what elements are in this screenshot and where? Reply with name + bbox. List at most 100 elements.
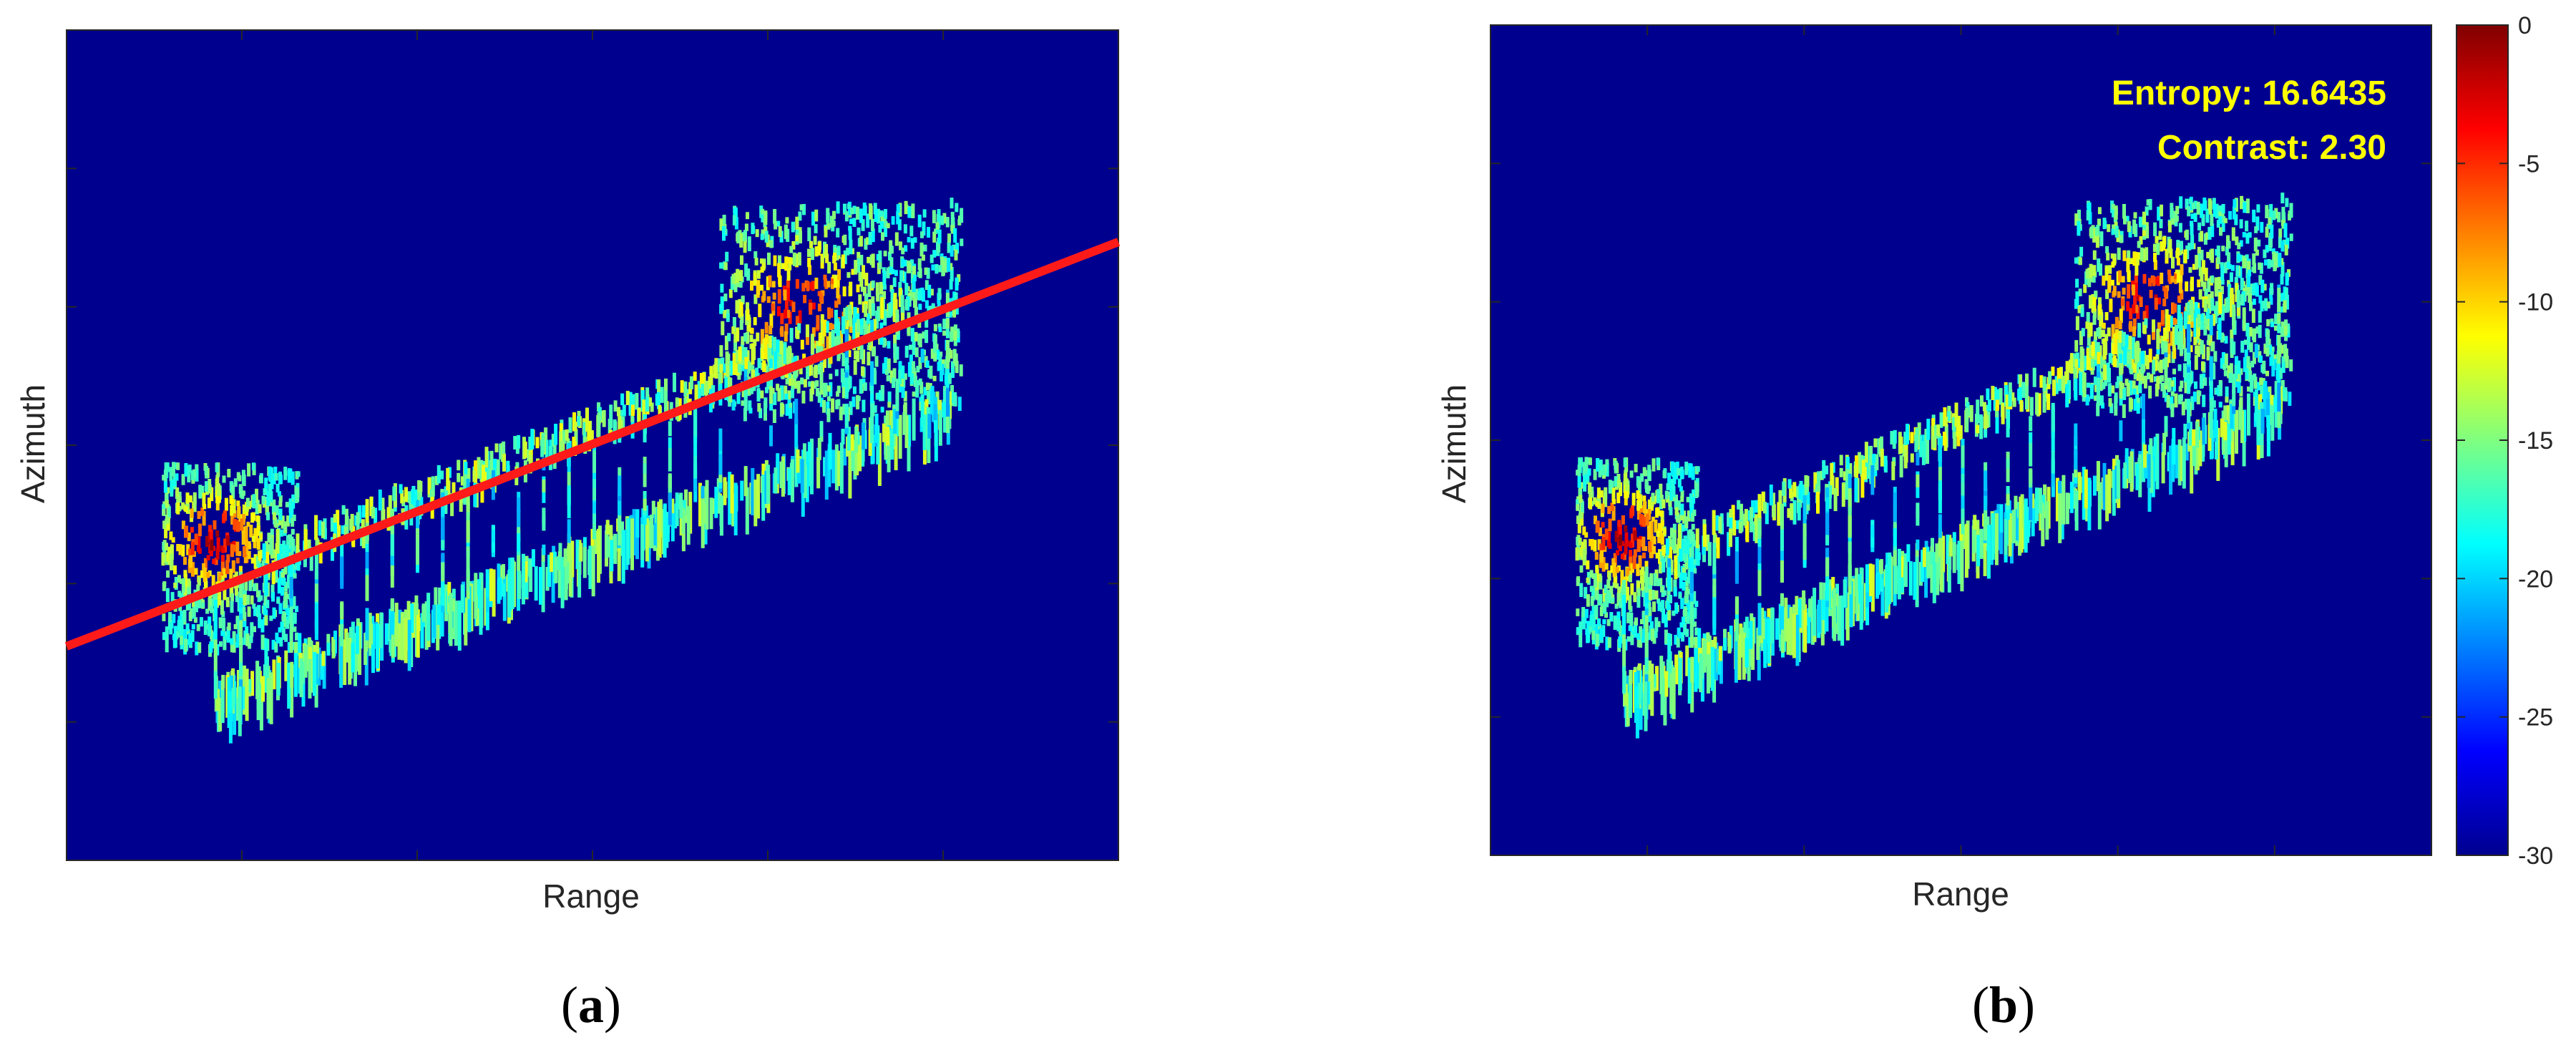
panel-b-pixel — [2086, 312, 2090, 327]
panel-a-pixel — [230, 586, 234, 598]
panel-a-pixel — [736, 327, 740, 342]
panel-b-pixel — [1958, 425, 1963, 440]
panel-b-pixel — [2223, 364, 2227, 370]
panel-a-pixel — [924, 280, 929, 290]
panel-a-pixel — [824, 450, 829, 500]
panel-a-pixel — [276, 663, 280, 696]
panel-a-pixel — [809, 240, 813, 248]
panel-b-pixel — [2079, 370, 2083, 395]
panel-a-pixel — [884, 369, 889, 375]
panel-b-pixel — [2249, 342, 2253, 353]
panel-a-pixel — [287, 662, 291, 709]
panel-a-pixel — [284, 591, 288, 601]
panel-b-pixel — [1625, 586, 1629, 601]
panel-a-pixel — [705, 380, 708, 399]
panel-a-pixel — [938, 409, 942, 446]
panel-a-pixel — [233, 624, 238, 630]
panel-b-pixel — [1648, 589, 1652, 601]
panel-a-pixel — [263, 603, 267, 616]
panel-b-pixel — [1604, 492, 1608, 507]
panel-b-pixel — [2097, 258, 2101, 272]
panel-a-pixel — [165, 517, 170, 524]
panel-a-pixel — [841, 429, 845, 444]
panel-a-pixel — [719, 262, 723, 269]
panel-a-pixel — [825, 321, 829, 333]
panel-a-pixel — [226, 628, 230, 643]
panel-a-pixel — [289, 577, 293, 598]
panel-b-pixel — [2196, 317, 2200, 339]
panel-b-pixel — [2206, 340, 2210, 346]
panel-b-pixel — [2136, 402, 2140, 414]
panel-a-pixel — [805, 451, 809, 502]
panel-a-pixel — [632, 509, 636, 555]
panel-a-pixel — [238, 565, 243, 577]
panel-b-pixel — [1661, 600, 1665, 609]
panel-a-pixel — [845, 306, 849, 321]
panel-a-pixel — [819, 397, 824, 407]
panel-b-pixel — [1645, 481, 1649, 493]
panel-b-pixel — [2154, 376, 2157, 382]
panel-a-pixel — [529, 559, 533, 592]
panel-a-pixel — [761, 475, 766, 521]
panel-b-pixel — [2184, 381, 2188, 394]
panel-a-pixel — [743, 466, 748, 497]
panel-b-pixel — [2039, 375, 2044, 388]
panel-b-pixel — [1604, 487, 1608, 500]
panel-b-pixel — [2254, 226, 2258, 233]
panel-b-pixel — [2175, 324, 2178, 345]
panel-b-pixel — [1641, 582, 1645, 591]
panel-a-pixel — [741, 336, 745, 346]
panel-a-pixel — [960, 208, 964, 223]
panel-a-pixel — [908, 344, 912, 350]
panel-a-pixel — [635, 530, 639, 560]
panel-a-pixel — [605, 525, 609, 558]
panel-a-pixel — [701, 485, 705, 499]
panel-b-pixel — [1835, 477, 1839, 496]
panel-a-pixel — [935, 264, 939, 274]
panel-b-pixel — [1655, 666, 1659, 691]
panel-a-pixel — [513, 436, 517, 449]
panel-b-pixel — [2263, 283, 2267, 291]
panel-b-pixel — [1642, 570, 1646, 583]
panel-a-pixel — [784, 331, 788, 342]
panel-a-pixel — [361, 519, 365, 530]
panel-a-pixel — [210, 487, 214, 502]
panel-a-pixel — [902, 412, 907, 435]
panel-a-pixel — [834, 309, 838, 334]
panel-a-pixel — [542, 479, 546, 492]
panel-b-pixel — [2284, 348, 2288, 361]
panel-b-pixel — [2224, 353, 2228, 369]
panel-b-pixel — [2215, 387, 2219, 395]
panel-b-pixel — [1608, 480, 1612, 494]
panel-b-pixel — [1652, 458, 1656, 472]
panel-b-pixel — [2087, 278, 2092, 288]
panel-a-pixel — [271, 592, 275, 602]
panel-b-pixel — [1679, 622, 1684, 628]
panel-a-pixel — [892, 297, 897, 323]
panel-b-pixel — [1674, 555, 1678, 580]
panel-a-pixel — [705, 480, 709, 530]
panel-a-pixel — [590, 430, 594, 445]
panel-b-pixel — [2289, 203, 2293, 218]
panel-a-pixel — [844, 352, 849, 370]
panel-b-pixel — [2187, 243, 2192, 251]
panel-b-pixel — [1677, 468, 1681, 476]
panel-a-pixel — [284, 633, 288, 642]
panel-b-pixel — [2164, 392, 2168, 402]
panel-b-pixel — [2127, 284, 2131, 299]
panel-a-pixel — [854, 260, 858, 275]
panel-b-pixel — [2202, 394, 2206, 407]
panel-a-pixel — [912, 274, 917, 282]
panel-b-pixel — [2257, 239, 2261, 247]
panel-b-pixel — [2111, 324, 2115, 339]
panel-b-pixel — [2225, 246, 2229, 256]
panel-b-pixel — [1957, 540, 1961, 584]
panel-a-pixel — [592, 502, 596, 514]
panel-a-pixel — [693, 407, 698, 437]
panel-a-pixel — [239, 571, 243, 598]
panel-a-pixel — [162, 475, 166, 481]
panel-b-pixel — [1693, 568, 1697, 574]
panel-a-pixel — [628, 392, 633, 412]
panel-a-pixel — [291, 528, 295, 535]
panel-b-pixel — [1589, 570, 1594, 578]
